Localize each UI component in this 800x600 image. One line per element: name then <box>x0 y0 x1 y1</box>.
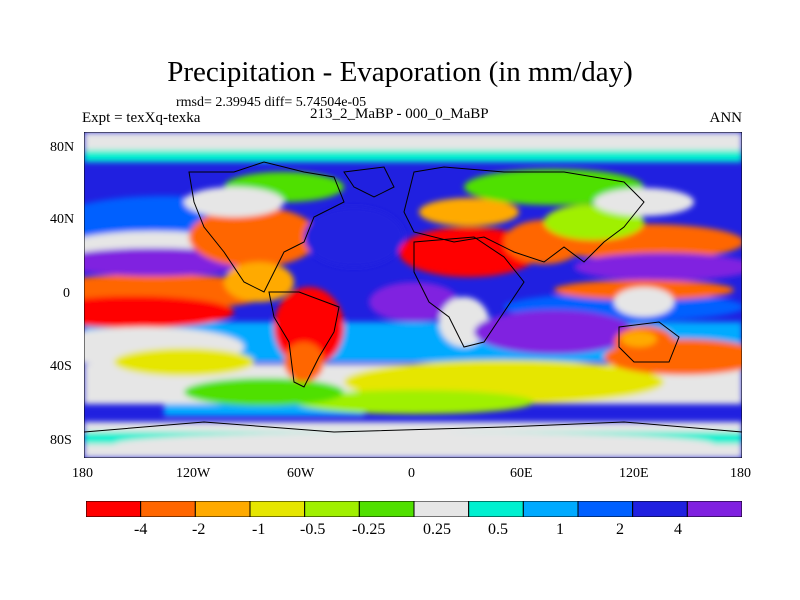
experiment-label: Expt = texXq-texka <box>82 110 201 126</box>
colorbar-box <box>358 501 415 517</box>
colorbar-tick-label: -1 <box>252 521 266 538</box>
x-tick-label: 60E <box>510 466 533 481</box>
colorbar-box <box>249 501 306 517</box>
y-tick-label: 40S <box>50 359 72 374</box>
colorbar-tick-label: 2 <box>616 521 624 538</box>
precip-evap-map <box>84 132 742 458</box>
colorbar-box <box>577 501 634 517</box>
x-tick-label: 120E <box>619 466 649 481</box>
colorbar-tick-label: 0.5 <box>488 521 508 538</box>
x-tick-label: 120W <box>176 466 211 481</box>
y-tick-label: 40N <box>50 212 75 227</box>
statistics-text: rmsd= 2.39945 diff= 5.74504e-05 <box>176 95 367 110</box>
x-tick-label: 60W <box>287 466 315 481</box>
plot-title: Precipitation - Evaporation (in mm/day) <box>167 56 633 88</box>
colorbar-tick-label: -4 <box>134 521 148 538</box>
x-tick-label: 0 <box>408 466 415 481</box>
x-tick-label: 180 <box>730 466 751 481</box>
colorbar-box <box>140 501 196 517</box>
colorbar-box <box>468 501 524 517</box>
season-label: ANN <box>709 110 743 126</box>
colorbar-box <box>304 501 360 517</box>
y-tick-label: 0 <box>63 286 70 301</box>
y-tick-label: 80S <box>50 433 72 448</box>
colorbar-box <box>413 501 470 517</box>
colorbar <box>86 501 742 517</box>
colorbar-tick-label: 4 <box>674 521 682 538</box>
colorbar-box <box>632 501 688 517</box>
colorbar-box <box>194 501 251 517</box>
colorbar-tick-label: -0.5 <box>300 521 326 538</box>
colorbar-box <box>86 501 142 517</box>
period-label: 213_2_MaBP - 000_0_MaBP <box>310 106 489 122</box>
colorbar-tick-label: 1 <box>556 521 564 538</box>
colorbar-tick-label: 0.25 <box>423 521 451 538</box>
y-tick-label: 80N <box>50 140 75 155</box>
colorbar-box <box>686 501 742 517</box>
colorbar-tick-label: -0.25 <box>352 521 386 538</box>
x-tick-label: 180 <box>72 466 93 481</box>
colorbar-tick-label: -2 <box>192 521 206 538</box>
colorbar-box <box>522 501 579 517</box>
